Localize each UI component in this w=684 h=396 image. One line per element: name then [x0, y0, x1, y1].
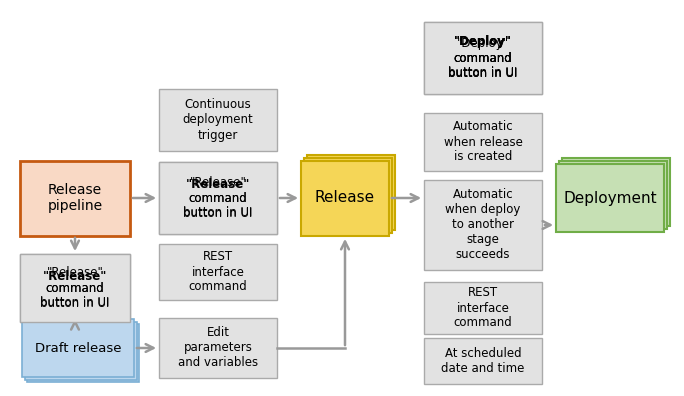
FancyBboxPatch shape — [159, 89, 277, 151]
Text: "Release": "Release" — [186, 177, 250, 190]
FancyBboxPatch shape — [424, 338, 542, 384]
Text: "Release": "Release" — [43, 270, 107, 282]
FancyBboxPatch shape — [22, 319, 134, 377]
Text: Release
pipeline: Release pipeline — [47, 183, 103, 213]
FancyBboxPatch shape — [304, 158, 392, 232]
Text: command
button in UI: command button in UI — [40, 282, 109, 310]
Text: Automatic
when deploy
to another
stage
succeeds: Automatic when deploy to another stage s… — [445, 188, 521, 261]
FancyBboxPatch shape — [307, 154, 395, 230]
FancyBboxPatch shape — [159, 318, 277, 378]
FancyBboxPatch shape — [20, 254, 130, 322]
FancyBboxPatch shape — [424, 113, 542, 171]
Text: Continuous
deployment
trigger: Continuous deployment trigger — [183, 99, 253, 141]
Text: Deployment: Deployment — [563, 190, 657, 206]
Text: "Release"
command
button in UI: "Release" command button in UI — [183, 177, 252, 219]
FancyBboxPatch shape — [20, 160, 130, 236]
Text: command
button in UI: command button in UI — [448, 52, 518, 80]
FancyBboxPatch shape — [562, 158, 670, 226]
Text: Automatic
when release
is created: Automatic when release is created — [443, 120, 523, 164]
FancyBboxPatch shape — [27, 324, 139, 382]
FancyBboxPatch shape — [25, 322, 137, 379]
Text: command
button in UI: command button in UI — [183, 192, 252, 220]
FancyBboxPatch shape — [159, 162, 277, 234]
Text: REST
interface
command: REST interface command — [189, 251, 248, 293]
FancyBboxPatch shape — [159, 244, 277, 300]
Text: At scheduled
date and time: At scheduled date and time — [441, 347, 525, 375]
Text: "Deploy"
command
button in UI: "Deploy" command button in UI — [448, 36, 518, 80]
Text: "Release"
command
button in UI: "Release" command button in UI — [40, 267, 109, 310]
Text: Release: Release — [315, 190, 375, 206]
Text: "Deploy": "Deploy" — [454, 36, 512, 48]
FancyBboxPatch shape — [424, 22, 542, 94]
FancyBboxPatch shape — [559, 161, 667, 229]
FancyBboxPatch shape — [556, 164, 664, 232]
FancyBboxPatch shape — [424, 282, 542, 334]
FancyBboxPatch shape — [20, 254, 130, 322]
FancyBboxPatch shape — [424, 180, 542, 270]
Text: Edit
parameters
and variables: Edit parameters and variables — [178, 326, 258, 369]
FancyBboxPatch shape — [424, 22, 542, 94]
Text: command
button in UI: command button in UI — [448, 52, 518, 80]
Text: "Deploy": "Deploy" — [454, 36, 512, 48]
Text: REST
interface
command: REST interface command — [453, 286, 512, 329]
Text: Draft release: Draft release — [35, 341, 121, 354]
FancyBboxPatch shape — [159, 162, 277, 234]
FancyBboxPatch shape — [301, 160, 389, 236]
